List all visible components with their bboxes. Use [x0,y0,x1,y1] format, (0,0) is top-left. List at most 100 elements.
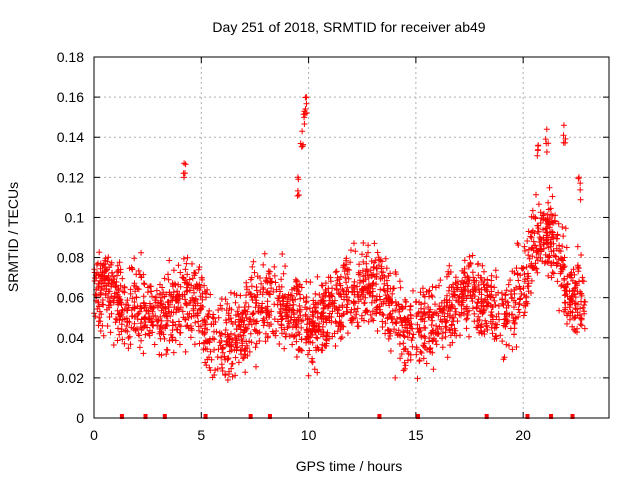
data-point [398,351,405,357]
data-point [357,277,363,284]
data-point [320,298,327,305]
data-point [500,356,507,363]
data-point [228,365,235,372]
data-point [365,281,372,288]
data-point [271,316,278,323]
data-point [528,262,534,269]
data-point [429,283,436,290]
data-point [393,320,400,327]
y-tick-label: 0.06 [57,290,84,306]
data-point [195,266,202,273]
data-point [146,300,153,307]
data-point [194,312,201,319]
data-point [251,326,258,333]
data-point [175,281,182,288]
data-point [544,239,551,246]
data-point [522,247,528,254]
data-point [114,269,120,275]
data-point [364,271,371,278]
data-point [227,289,234,296]
data-point [207,291,214,298]
data-point [353,311,360,318]
plot-frame [93,56,610,419]
data-point [384,315,391,322]
data-point [529,207,536,214]
data-point [293,324,300,331]
data-point [379,318,386,325]
data-point [364,289,371,296]
y-tick-label: 0.02 [57,370,84,386]
data-point [195,318,202,325]
data-point [259,291,266,298]
data-point [446,327,453,334]
data-point [157,290,163,297]
data-point [201,316,208,323]
data-point [392,374,399,381]
data-point [543,140,550,147]
data-point [568,297,575,304]
data-point [530,238,537,245]
data-point [141,281,148,288]
data-point [191,269,197,276]
data-point [545,219,552,226]
data-point [521,243,528,250]
data-point [114,337,121,344]
data-point [485,282,491,289]
data-point [274,318,281,325]
data-point [362,276,369,283]
data-point [437,277,444,284]
data-point [204,356,211,363]
data-point [352,248,359,255]
data-point [188,327,195,334]
data-point [97,291,104,298]
data-point [136,308,143,315]
data-point [199,290,206,297]
data-point [523,299,530,305]
data-point [244,352,251,359]
data-point [117,282,124,289]
data-point [417,289,424,296]
data-point [579,274,586,281]
data-point [332,269,339,276]
data-point [409,343,416,350]
data-point [542,251,549,258]
data-point [244,325,251,332]
data-point [404,357,411,364]
data-point [549,234,556,241]
data-point [525,252,532,259]
data-point [439,344,446,351]
data-point [176,306,183,313]
data-point [430,366,437,373]
data-point [400,332,407,339]
data-point [120,288,126,295]
data-point [489,303,496,310]
data-point [293,338,300,345]
data-point [319,282,326,289]
data-point [161,275,168,282]
data-point [499,296,506,303]
data-point [318,331,325,338]
data-point [219,368,226,374]
data-point [316,326,323,333]
data-point [463,316,470,323]
data-point [164,347,171,354]
data-point [331,330,338,337]
data-point [177,329,184,336]
data-point [174,288,181,295]
data-point [526,255,533,262]
data-point [279,251,286,257]
data-point [509,268,516,275]
data-point [564,281,571,288]
data-point [427,345,434,351]
data-point [454,318,461,325]
data-point [514,240,521,247]
data-point [280,270,287,277]
data-point [359,287,366,294]
zero-marker [203,414,208,419]
data-point [295,346,302,353]
data-point [224,300,231,307]
data-point [273,286,280,293]
data-point [316,320,323,327]
data-point [134,285,141,292]
data-point [444,317,450,324]
